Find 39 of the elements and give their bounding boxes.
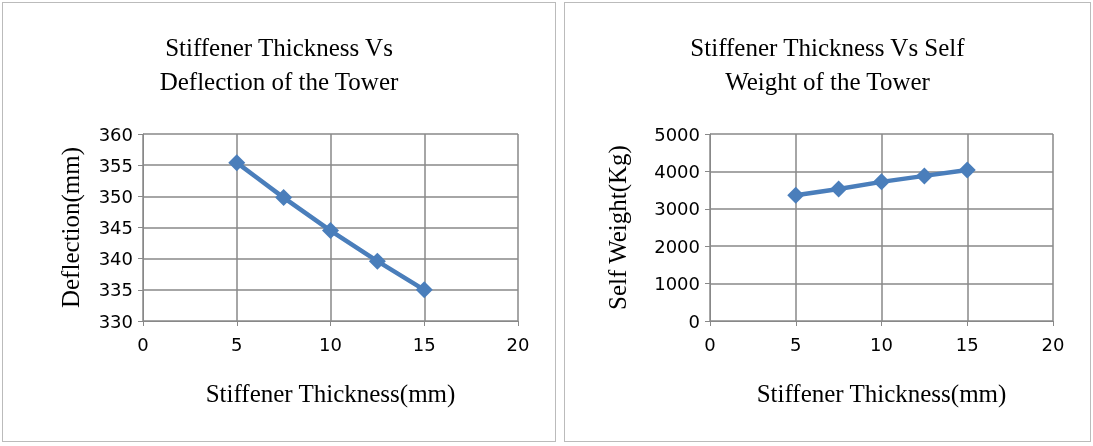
x-tick-label: 10 [870, 333, 893, 355]
y-tick-label: 350 [98, 185, 133, 207]
x-tick-label: 10 [319, 333, 342, 355]
x-axis-title: Stiffener Thickness(mm) [205, 380, 456, 408]
x-tick-label: 20 [506, 333, 530, 355]
y-tick-label: 345 [98, 217, 133, 238]
point [830, 180, 848, 198]
y-tick-label: 3000 [654, 198, 700, 220]
y-tick-label: 0 [688, 310, 700, 332]
point [958, 161, 976, 179]
x-axis-title: Stiffener Thickness(mm) [756, 380, 1007, 408]
y-axis-title: Self Weight(Kg) [604, 145, 632, 310]
x-tick-label: 15 [955, 333, 979, 355]
y-tick-label: 340 [98, 248, 133, 270]
x-tick-label: 0 [704, 333, 716, 355]
y-tick-label: 360 [98, 123, 133, 145]
point [275, 189, 293, 207]
point [873, 173, 890, 191]
point [322, 222, 339, 240]
point [915, 167, 933, 185]
y-tick-label: 330 [98, 310, 133, 332]
y-tick-label: 1000 [654, 273, 700, 295]
y-axis-title: Deflection(mm) [57, 146, 85, 309]
y-tick-label: 4000 [654, 160, 700, 182]
y-tick-label: 355 [98, 154, 133, 176]
x-tick-label: 5 [231, 333, 243, 355]
point [228, 154, 246, 172]
y-tick-label: 5000 [654, 123, 700, 145]
point [415, 281, 433, 299]
y-tick-label: 2000 [654, 235, 700, 257]
x-tick-label: 0 [137, 333, 149, 355]
point [368, 252, 386, 270]
x-tick-label: 20 [1041, 333, 1065, 355]
y-tick-label: 335 [98, 279, 133, 301]
x-tick-label: 5 [790, 333, 802, 355]
chart-title: Stiffener Thickness Vs Self Weight of the Tower [690, 33, 966, 95]
chart-title: Stiffener Thickness Vs Deflection of the Tower [159, 33, 400, 95]
point [787, 186, 805, 204]
x-tick-label: 15 [412, 333, 436, 355]
